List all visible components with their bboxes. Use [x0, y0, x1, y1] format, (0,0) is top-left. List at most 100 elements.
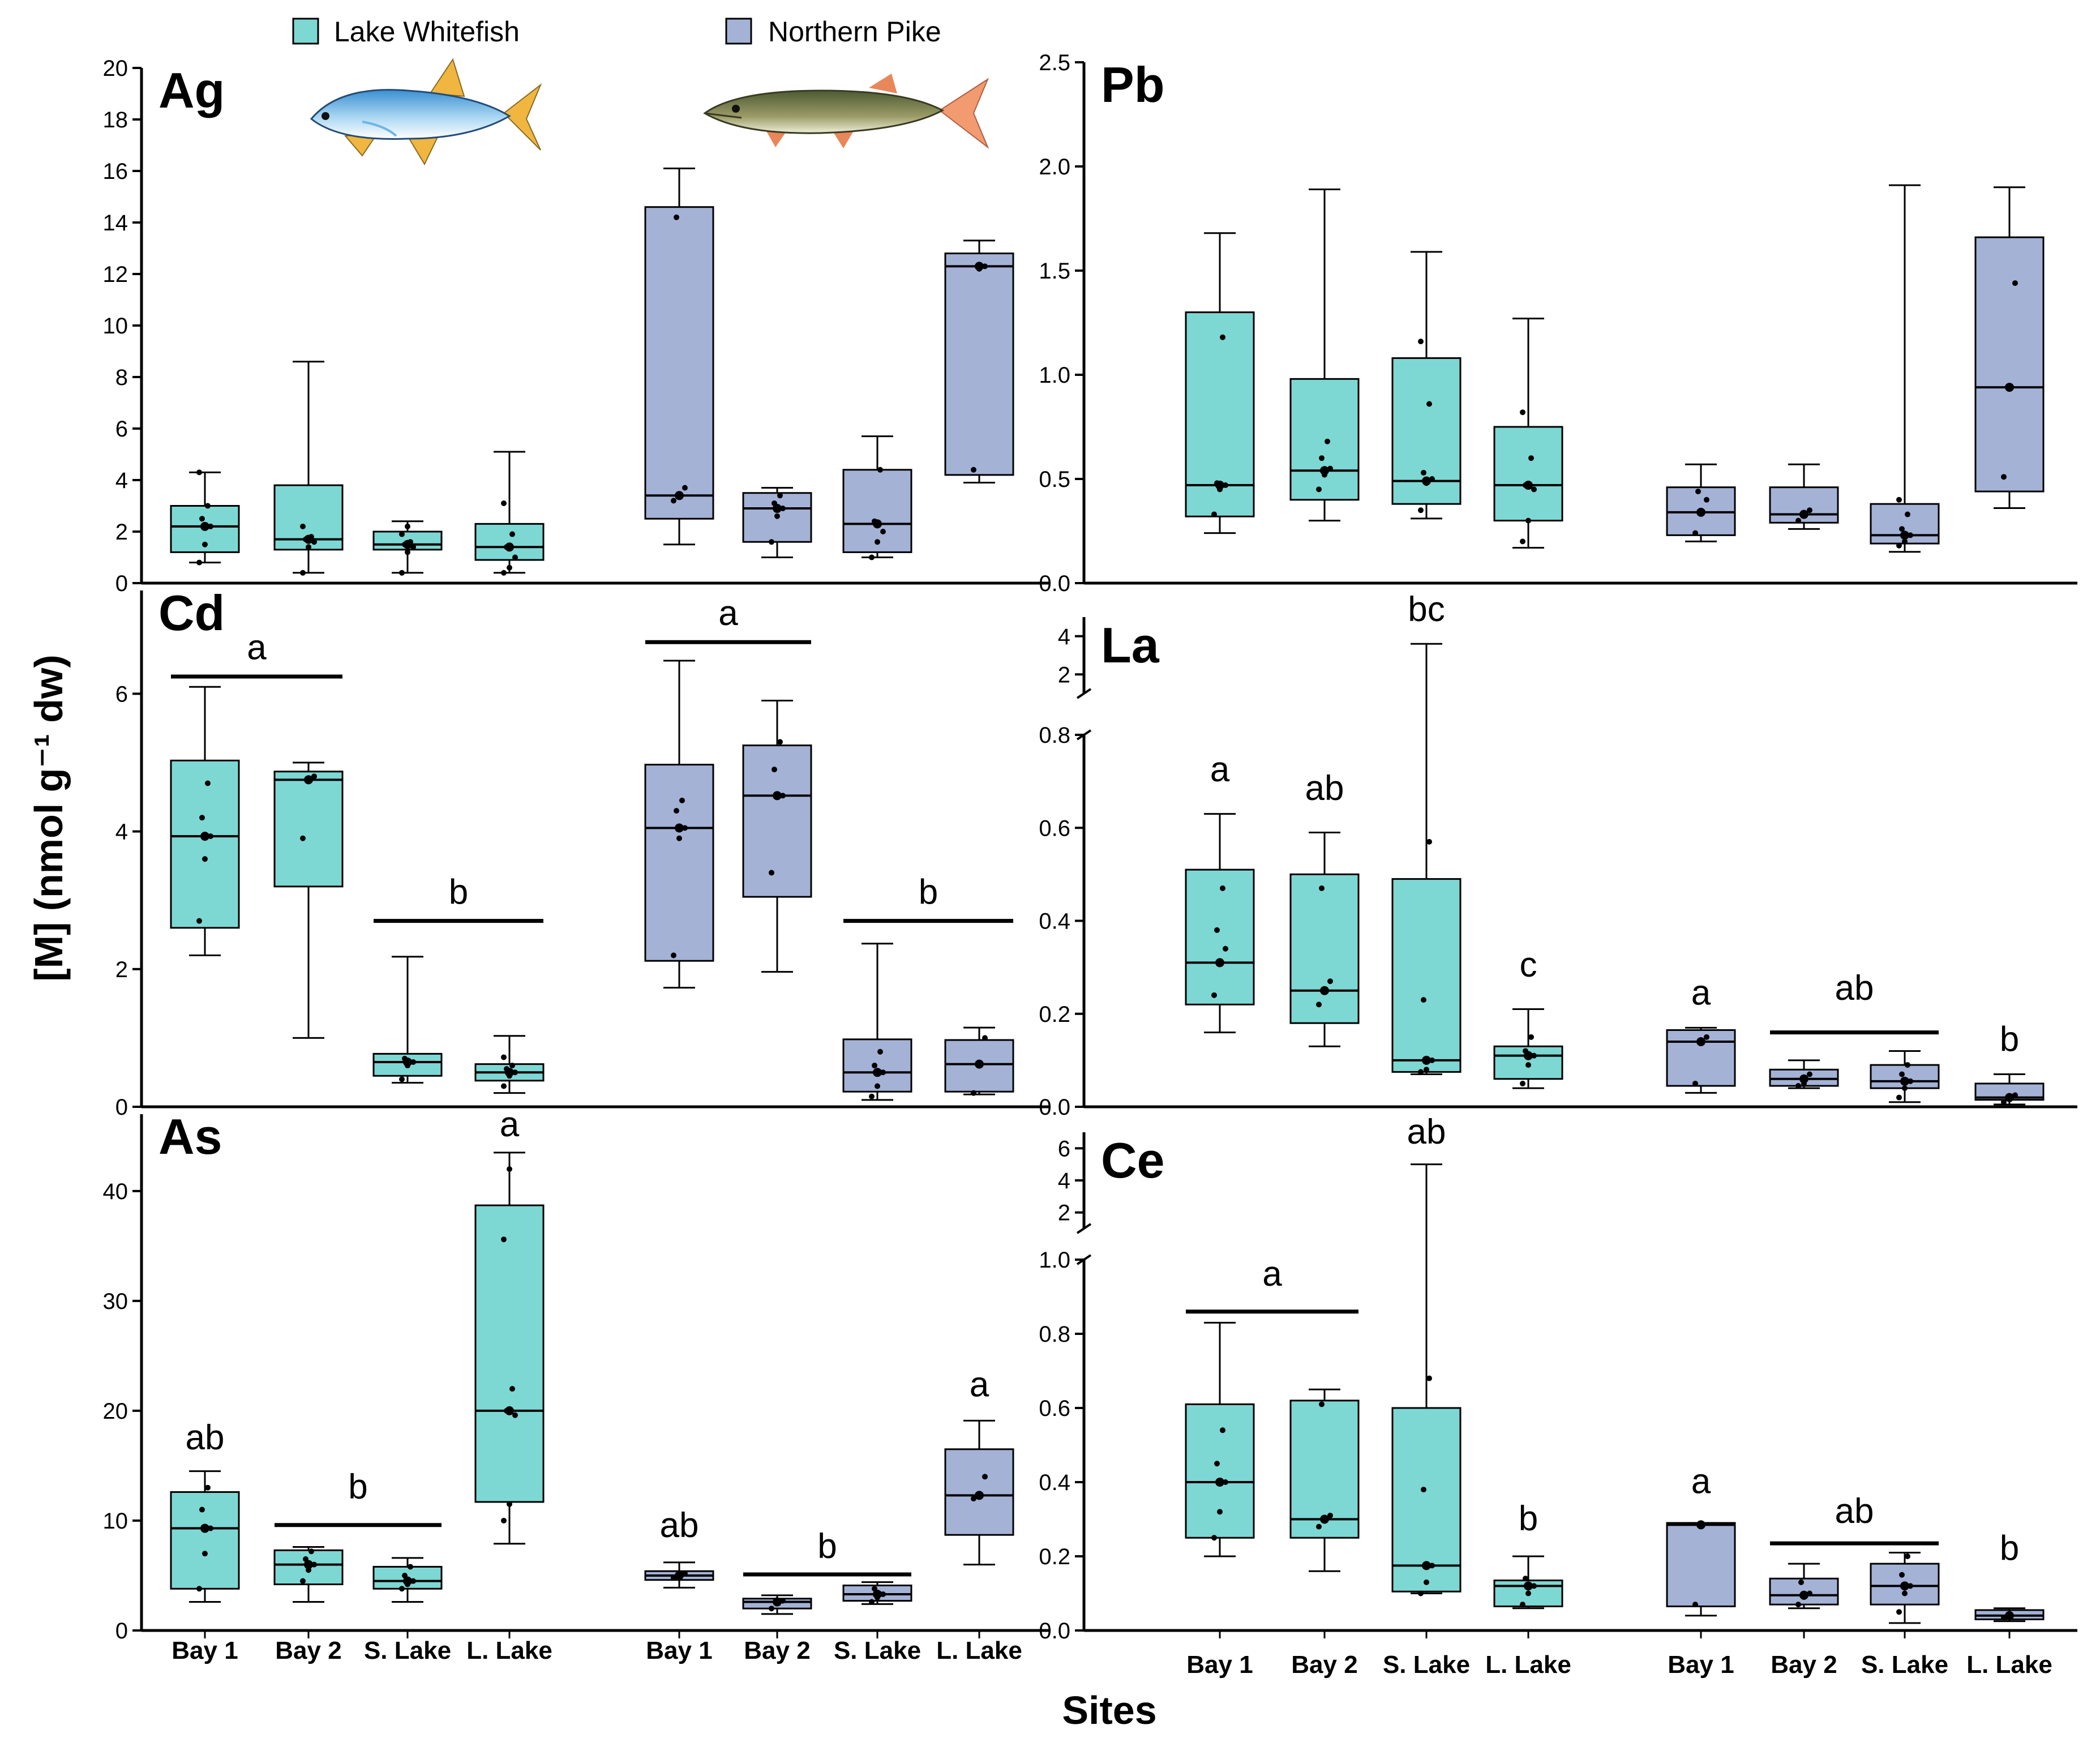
x-axis-title: Sites: [1062, 1688, 1156, 1732]
panel-title: Ce: [1101, 1132, 1165, 1188]
y-axis-title: [M] (nmol g⁻¹ dw): [27, 654, 71, 981]
legend-label-whitefish: Lake Whitefish: [334, 16, 520, 48]
data-point: [1211, 992, 1217, 998]
panel-ag: 0 2 4 6 8 10 12 14 16 18 20 Ag: [103, 56, 1050, 596]
data-point: [1528, 455, 1534, 461]
x-tick-label: L. Lake: [1485, 1651, 1571, 1679]
y-tick-label: 0.5: [1039, 467, 1070, 492]
data-point: [1418, 1069, 1424, 1075]
data-point: [1692, 530, 1698, 536]
data-point: [196, 918, 202, 924]
data-point: [1531, 486, 1537, 493]
box-lake-whitefish-l-lake: [1493, 1008, 1563, 1089]
data-point: [1214, 1461, 1220, 1467]
box-lake-whitefish-l-lake: [474, 1035, 545, 1094]
box-lake-whitefish-s-lake: [372, 520, 443, 576]
median-point: [1799, 510, 1808, 519]
x-tick-label: L. Lake: [466, 1637, 552, 1664]
median-point: [675, 1570, 684, 1580]
data-point: [875, 1083, 880, 1089]
box-northern-pike-l-lake: [1974, 1607, 2045, 1623]
data-point: [1220, 885, 1225, 892]
y-tick-label: 6: [115, 417, 128, 442]
data-point: [1520, 538, 1525, 545]
data-point: [1426, 838, 1432, 845]
data-point: [869, 1599, 875, 1605]
data-point: [1220, 334, 1225, 340]
data-point: [308, 1548, 314, 1555]
y-tick-label: 20: [103, 1399, 128, 1424]
median-point: [1799, 1074, 1808, 1084]
data-point: [1899, 526, 1905, 532]
box-northern-pike-bay-1: [1666, 1520, 1736, 1617]
iqr-box: [1666, 1029, 1736, 1087]
box-northern-pike-l-lake: [1974, 1073, 2045, 1106]
box-northern-pike-bay-2: [742, 1594, 812, 1615]
significance-letter: ab: [660, 1506, 699, 1545]
iqr-box: [474, 523, 545, 561]
median-point: [1320, 986, 1329, 995]
box-lake-whitefish-s-lake: [372, 1557, 443, 1603]
y-tick-label: 16: [103, 159, 128, 184]
data-point: [1223, 945, 1228, 952]
x-tick-label: Bay 2: [275, 1637, 341, 1664]
data-point: [501, 1083, 507, 1089]
box-lake-whitefish-bay-2: [1289, 831, 1360, 1047]
iqr-box: [1391, 1407, 1462, 1593]
significance-letter: b: [1519, 1499, 1538, 1538]
x-tick-label: Bay 1: [1186, 1651, 1253, 1679]
median-point: [200, 1523, 209, 1533]
data-point: [300, 835, 306, 841]
data-point: [1899, 1071, 1905, 1077]
iqr-box: [1289, 873, 1360, 1024]
data-point: [1807, 1071, 1812, 1077]
data-point: [1525, 1062, 1531, 1068]
y-tick-label: 0: [115, 571, 128, 596]
y-tick-label: 40: [103, 1179, 128, 1204]
y-tick-label: 14: [103, 211, 128, 236]
data-point: [772, 767, 777, 773]
median-point: [2005, 383, 2014, 392]
data-point: [306, 544, 311, 550]
y-tick-label: 2: [1058, 1201, 1070, 1226]
data-point: [512, 1412, 518, 1418]
iqr-box: [1493, 426, 1563, 522]
data-point: [769, 539, 774, 545]
significance-letter: a: [500, 1105, 520, 1144]
data-point: [1525, 517, 1531, 524]
data-point: [196, 1586, 202, 1592]
median-point: [1900, 1076, 1909, 1086]
box-lake-whitefish-s-lake: [1391, 643, 1462, 1076]
x-tick-label: Bay 2: [744, 1637, 810, 1664]
iqr-box: [644, 206, 714, 520]
box-lake-whitefish-s-lake: [372, 956, 443, 1084]
iqr-box: [1185, 868, 1255, 1005]
data-point: [1902, 1085, 1908, 1092]
axis-break-mark: [1076, 688, 1092, 699]
significance-letter: b: [348, 1467, 367, 1506]
iqr-box: [842, 469, 912, 553]
data-point: [1421, 997, 1426, 1003]
data-point: [1525, 1590, 1531, 1597]
data-point: [869, 1093, 875, 1099]
data-point: [1424, 1067, 1429, 1073]
data-point: [777, 739, 783, 745]
median-point: [304, 1560, 313, 1569]
significance-letter: b: [449, 872, 468, 911]
data-point: [1327, 1512, 1333, 1518]
median-point: [200, 832, 209, 841]
box-lake-whitefish-s-lake: [1391, 251, 1462, 520]
y-tick-label: 8: [115, 365, 128, 390]
data-point: [971, 1090, 976, 1096]
median-point: [304, 775, 313, 785]
box-northern-pike-bay-1: [1666, 1026, 1736, 1094]
iqr-box: [273, 771, 344, 888]
data-point: [1316, 486, 1322, 493]
data-point: [1316, 1001, 1322, 1008]
data-point: [2001, 474, 2007, 480]
box-lake-whitefish-bay-1: [1185, 232, 1255, 534]
y-tick-label: 0.6: [1039, 816, 1070, 841]
median-point: [1524, 1581, 1533, 1591]
iqr-box: [1391, 878, 1462, 1073]
